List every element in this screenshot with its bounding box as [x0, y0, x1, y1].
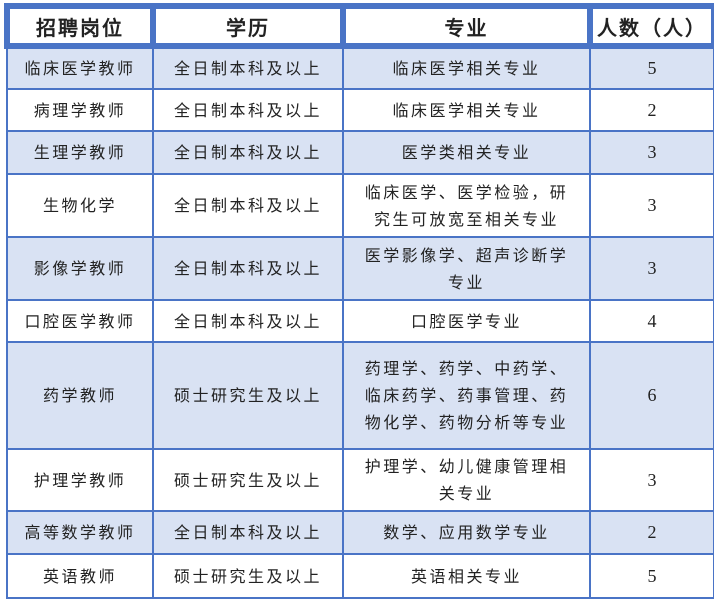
- header-position: 招聘岗位: [4, 3, 156, 49]
- major-cell: 药理学、药学、中药学、 临床药学、药事管理、药 物化学、药物分析等专业: [342, 341, 591, 450]
- major-cell: 临床医学相关专业: [342, 45, 591, 90]
- position-cell: 药学教师: [6, 341, 154, 450]
- recruitment-table: 招聘岗位 学历 专业 人数（人） 临床医学教师 全日制本科及以上 临床医学相关专业 5…: [4, 3, 714, 599]
- header-count: 人数（人）: [587, 3, 714, 49]
- table-row: 生理学教师 全日制本科及以上 医学类相关专业 3: [6, 130, 714, 175]
- education-cell: 硕士研究生及以上: [152, 553, 344, 599]
- education-cell: 全日制本科及以上: [152, 45, 344, 90]
- major-cell: 医学类相关专业: [342, 130, 591, 175]
- major-line: 药理学、药学、中药学、: [364, 359, 569, 378]
- position-cell: 生理学教师: [6, 130, 154, 175]
- major-line: 临床医学相关专业: [392, 59, 541, 78]
- table-row: 临床医学教师 全日制本科及以上 临床医学相关专业 5: [6, 45, 714, 90]
- count-cell: 5: [589, 45, 714, 90]
- major-line: 关专业: [438, 484, 495, 503]
- position-cell: 高等数学教师: [6, 510, 154, 555]
- position-cell: 生物化学: [6, 173, 154, 238]
- education-cell: 硕士研究生及以上: [152, 341, 344, 450]
- table-row: 口腔医学教师 全日制本科及以上 口腔医学专业 4: [6, 299, 714, 343]
- table-row: 护理学教师 硕士研究生及以上 护理学、幼儿健康管理相 关专业 3: [6, 448, 714, 512]
- education-cell: 全日制本科及以上: [152, 130, 344, 175]
- education-cell: 全日制本科及以上: [152, 299, 344, 343]
- table-row: 高等数学教师 全日制本科及以上 数学、应用数学专业 2: [6, 510, 714, 555]
- table-row: 生物化学 全日制本科及以上 临床医学、医学检验，研 究生可放宽至相关专业 3: [6, 173, 714, 238]
- major-line: 英语相关专业: [410, 566, 522, 586]
- education-cell: 全日制本科及以上: [152, 88, 344, 132]
- education-cell: 全日制本科及以上: [152, 173, 344, 238]
- count-cell: 3: [589, 448, 714, 512]
- header-row: 招聘岗位 学历 专业 人数（人）: [4, 3, 714, 49]
- education-cell: 硕士研究生及以上: [152, 448, 344, 512]
- major-cell: 护理学、幼儿健康管理相 关专业: [342, 448, 591, 512]
- education-cell: 全日制本科及以上: [152, 236, 344, 301]
- education-cell: 全日制本科及以上: [152, 510, 344, 555]
- count-cell: 5: [589, 553, 714, 599]
- count-cell: 3: [589, 173, 714, 238]
- count-cell: 2: [589, 88, 714, 132]
- table-row: 病理学教师 全日制本科及以上 临床医学相关专业 2: [6, 88, 714, 132]
- major-cell: 临床医学、医学检验，研 究生可放宽至相关专业: [342, 173, 591, 238]
- header-education: 学历: [150, 3, 346, 49]
- major-line: 医学类相关专业: [401, 143, 532, 162]
- major-cell: 数学、应用数学专业: [342, 510, 591, 555]
- major-line: 究生可放宽至相关专业: [373, 209, 559, 229]
- count-cell: 2: [589, 510, 714, 555]
- table-row: 英语教师 硕士研究生及以上 英语相关专业 5: [6, 553, 714, 599]
- table-row: 药学教师 硕士研究生及以上 药理学、药学、中药学、 临床药学、药事管理、药 物化学、药物…: [6, 341, 714, 450]
- major-line: 护理学、幼儿健康管理相: [364, 457, 569, 476]
- major-cell: 临床医学相关专业: [342, 88, 591, 132]
- position-cell: 护理学教师: [6, 448, 154, 512]
- major-cell: 英语相关专业: [342, 553, 591, 599]
- major-line: 临床药学、药事管理、药: [364, 386, 569, 405]
- major-line: 医学影像学、超声诊断学: [364, 245, 569, 265]
- count-cell: 3: [589, 236, 714, 301]
- header-major: 专业: [340, 3, 593, 49]
- position-cell: 病理学教师: [6, 88, 154, 132]
- position-cell: 影像学教师: [6, 236, 154, 301]
- count-cell: 3: [589, 130, 714, 175]
- major-line: 物化学、药物分析等专业: [364, 413, 569, 432]
- position-cell: 临床医学教师: [6, 45, 154, 90]
- major-line: 数学、应用数学专业: [383, 523, 550, 542]
- count-cell: 6: [589, 341, 714, 450]
- position-cell: 口腔医学教师: [6, 299, 154, 343]
- major-cell: 医学影像学、超声诊断学 专业: [342, 236, 591, 301]
- major-line: 口腔医学专业: [410, 311, 522, 331]
- major-line: 临床医学相关专业: [392, 100, 541, 120]
- major-line: 专业: [447, 272, 485, 292]
- table-row: 影像学教师 全日制本科及以上 医学影像学、超声诊断学 专业 3: [6, 236, 714, 301]
- major-cell: 口腔医学专业: [342, 299, 591, 343]
- major-line: 临床医学、医学检验，研: [364, 182, 569, 202]
- position-cell: 英语教师: [6, 553, 154, 599]
- count-cell: 4: [589, 299, 714, 343]
